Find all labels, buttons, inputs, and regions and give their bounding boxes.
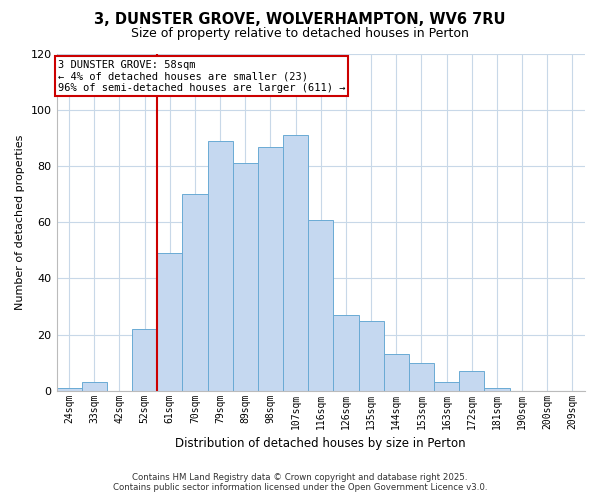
Bar [308, 220, 334, 390]
Text: 3, DUNSTER GROVE, WOLVERHAMPTON, WV6 7RU: 3, DUNSTER GROVE, WOLVERHAMPTON, WV6 7RU [94, 12, 506, 28]
Bar [132, 329, 157, 390]
Bar [182, 194, 208, 390]
Bar [283, 136, 308, 390]
Bar [459, 371, 484, 390]
Bar [56, 388, 82, 390]
Y-axis label: Number of detached properties: Number of detached properties [15, 134, 25, 310]
X-axis label: Distribution of detached houses by size in Perton: Distribution of detached houses by size … [175, 437, 466, 450]
Text: Contains HM Land Registry data © Crown copyright and database right 2025.
Contai: Contains HM Land Registry data © Crown c… [113, 473, 487, 492]
Text: Size of property relative to detached houses in Perton: Size of property relative to detached ho… [131, 28, 469, 40]
Bar [233, 164, 258, 390]
Bar [383, 354, 409, 391]
Bar [82, 382, 107, 390]
Bar [208, 141, 233, 390]
Bar [484, 388, 509, 390]
Bar [334, 315, 359, 390]
Bar [409, 362, 434, 390]
Bar [434, 382, 459, 390]
Bar [258, 146, 283, 390]
Text: 3 DUNSTER GROVE: 58sqm
← 4% of detached houses are smaller (23)
96% of semi-deta: 3 DUNSTER GROVE: 58sqm ← 4% of detached … [58, 60, 345, 93]
Bar [157, 253, 182, 390]
Bar [359, 320, 383, 390]
